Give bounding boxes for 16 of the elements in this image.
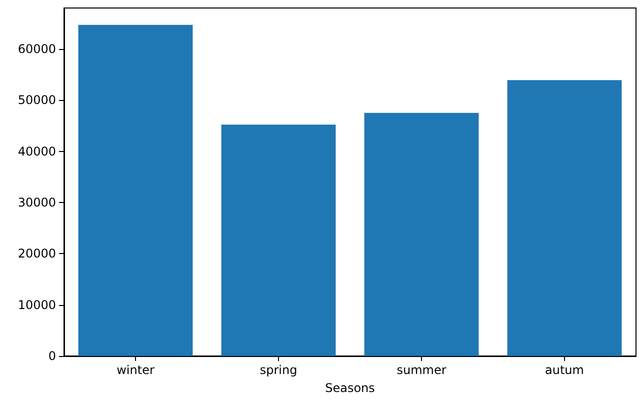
y-tick-label: 0 bbox=[48, 349, 56, 363]
y-tick-label: 40000 bbox=[18, 144, 56, 158]
x-tick-label: autum bbox=[545, 363, 584, 377]
y-tick-label: 20000 bbox=[18, 246, 56, 261]
bar bbox=[507, 80, 622, 356]
x-tick-label: spring bbox=[260, 363, 298, 377]
x-axis-title: Seasons bbox=[325, 381, 375, 395]
x-tick-label: summer bbox=[396, 363, 446, 377]
y-tick-label: 10000 bbox=[18, 298, 56, 312]
bar bbox=[78, 24, 193, 356]
y-tick-label: 30000 bbox=[18, 195, 56, 210]
bar bbox=[221, 124, 336, 356]
y-tick-label: 50000 bbox=[18, 93, 56, 108]
x-tick-label: winter bbox=[116, 363, 154, 377]
y-tick-label: 60000 bbox=[18, 42, 56, 56]
bar bbox=[364, 112, 479, 356]
